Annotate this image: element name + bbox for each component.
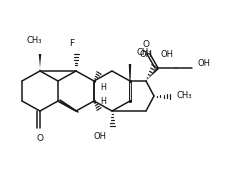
Text: O: O [37, 134, 44, 143]
Text: H: H [100, 96, 106, 105]
Text: CH₃: CH₃ [136, 48, 151, 57]
Text: CH₃: CH₃ [26, 36, 42, 45]
Text: H: H [100, 83, 106, 93]
Text: OH: OH [197, 59, 210, 68]
Polygon shape [129, 64, 131, 101]
Text: F: F [69, 39, 74, 48]
Polygon shape [146, 67, 159, 81]
Text: OH: OH [139, 50, 152, 59]
Text: OH: OH [93, 132, 106, 141]
Text: OH: OH [160, 50, 173, 59]
Polygon shape [39, 54, 41, 71]
Text: O: O [143, 40, 149, 49]
Text: CH₃: CH₃ [176, 92, 192, 100]
